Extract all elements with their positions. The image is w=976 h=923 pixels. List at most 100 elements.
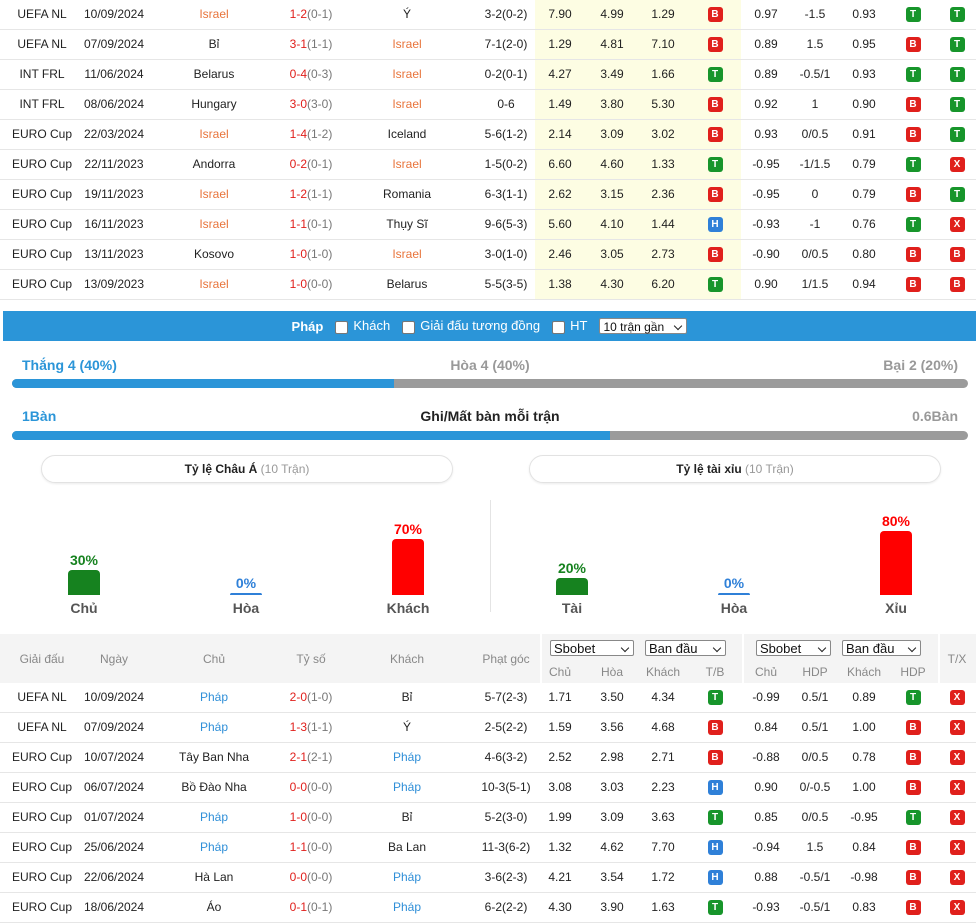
- odds-select[interactable]: Sbobet: [550, 640, 634, 656]
- panel-value-label: 70%: [393, 521, 423, 538]
- cell: 1.32: [500, 833, 620, 863]
- cell: EURO Cup: [0, 120, 102, 150]
- cell: EURO Cup: [0, 180, 102, 210]
- cell-text: 0.92: [754, 97, 778, 111]
- team-name: Israel: [199, 217, 229, 231]
- row-separator: [0, 149, 976, 150]
- half-time-score: (0-1): [307, 157, 333, 171]
- filter-option[interactable]: Giải đấu tương đồng: [402, 318, 540, 334]
- cell-text: 3.02: [651, 127, 675, 141]
- result-badge: B: [707, 7, 723, 23]
- result-badge: B: [905, 750, 921, 766]
- checkbox[interactable]: [402, 320, 416, 334]
- cell: Ý: [347, 0, 467, 30]
- cell: 1-2(1-1): [251, 180, 371, 210]
- cell: 06/07/2024: [54, 773, 174, 803]
- result-badge: B: [707, 187, 723, 203]
- filter-option[interactable]: HT: [552, 318, 588, 334]
- checkbox[interactable]: [552, 320, 566, 334]
- cell: B: [853, 240, 973, 270]
- odds-select[interactable]: Ban đầu: [645, 640, 726, 656]
- cell: 3-1(1-1): [251, 30, 371, 60]
- cell-text: -0.93: [752, 217, 780, 231]
- cell: 13/11/2023: [54, 240, 174, 270]
- cell: 0.89: [706, 60, 826, 90]
- result-badge: B: [905, 187, 921, 203]
- score: 0-4: [289, 67, 307, 81]
- cell: 3-0(3-0): [251, 90, 371, 120]
- cell: EURO Cup: [0, 803, 102, 833]
- cell-text: 3.50: [600, 690, 624, 704]
- panel-note: (10 Trận): [745, 462, 794, 476]
- cell: Israel: [347, 90, 467, 120]
- team-name: Bồ Đào Nha: [181, 780, 247, 794]
- cell-text: 1.71: [548, 690, 572, 704]
- row-separator: [0, 742, 976, 743]
- cell: Bỉ: [154, 30, 274, 60]
- result-badge: T: [707, 157, 723, 173]
- cell: -0.93: [706, 210, 826, 240]
- select-box[interactable]: 10 trận gần: [599, 318, 688, 334]
- cell-text: EURO Cup: [11, 840, 73, 854]
- panel-title: Tỷ lệ Châu Á (10 Trận): [41, 455, 453, 483]
- cell: 1-0(0-0): [251, 803, 371, 833]
- cell-text: 10/07/2024: [83, 750, 145, 764]
- cell: 22/03/2024: [54, 120, 174, 150]
- header-label: T/X: [947, 652, 967, 666]
- cell: X: [897, 743, 976, 773]
- cell-text: 4.34: [651, 690, 675, 704]
- result-badge: T: [905, 690, 921, 706]
- checkbox[interactable]: [335, 320, 349, 334]
- filter-select[interactable]: 10 trận gần: [599, 318, 688, 334]
- filter-label: HT: [570, 318, 588, 334]
- cell: 2.23: [603, 773, 723, 803]
- cell-text: 1.99: [548, 810, 572, 824]
- team-name: Thụy Sĩ: [386, 217, 428, 231]
- cell: UEFA NL: [0, 30, 102, 60]
- odds-select[interactable]: Ban đầu: [842, 640, 921, 656]
- cell: 0-2(0-1): [251, 150, 371, 180]
- score: 1-2: [289, 7, 307, 21]
- cell: 4.60: [552, 150, 672, 180]
- score: 3-1: [289, 37, 307, 51]
- cell-text: 2.71: [651, 750, 675, 764]
- header-label: Tỷ số: [296, 652, 326, 666]
- cell: X: [897, 893, 976, 923]
- cell-text: 22/06/2024: [83, 870, 145, 884]
- cell: B: [655, 30, 775, 60]
- cell: 3.09: [552, 120, 672, 150]
- score: 0-1: [289, 900, 307, 914]
- cell-text: 0/0.5: [801, 247, 829, 261]
- cell-text: 4.99: [600, 7, 624, 21]
- cell: 2.46: [500, 240, 620, 270]
- filter-option[interactable]: Khách: [335, 318, 390, 334]
- cell-text: -0.88: [752, 750, 780, 764]
- cell: Áo: [154, 893, 274, 923]
- cell: -0.95: [804, 803, 924, 833]
- cell-text: 2-5(2-2): [484, 720, 528, 734]
- cell: B: [655, 743, 775, 773]
- team-name: Israel: [392, 67, 422, 81]
- half-time-score: (0-1): [307, 217, 333, 231]
- panel-category: Chủ: [70, 600, 98, 616]
- cell-text: 4.30: [548, 900, 572, 914]
- result-badge: T: [949, 97, 965, 113]
- cell-text: 4.10: [600, 217, 624, 231]
- result-badge: T: [949, 7, 965, 23]
- cell: 1.44: [603, 210, 723, 240]
- cell-text: 3.80: [600, 97, 624, 111]
- cell-text: 1-5(0-2): [484, 157, 528, 171]
- cell-text: 4.68: [651, 720, 675, 734]
- cell: 0.93: [804, 0, 924, 30]
- cell-text: 0.94: [852, 277, 876, 291]
- panel-bar: [230, 593, 262, 595]
- score: 1-4: [289, 127, 307, 141]
- odds-select[interactable]: Sbobet: [756, 640, 831, 656]
- result-badge: B: [707, 247, 723, 263]
- cell-text: EURO Cup: [11, 810, 73, 824]
- cell: EURO Cup: [0, 150, 102, 180]
- cell-text: 9-6(5-3): [484, 217, 528, 231]
- score: 0-2: [289, 157, 307, 171]
- cell: 3.15: [552, 180, 672, 210]
- team-name: Iceland: [387, 127, 427, 141]
